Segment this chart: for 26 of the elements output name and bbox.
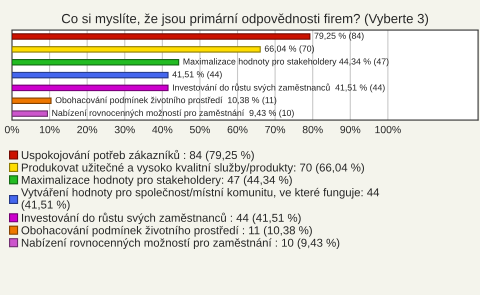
- data-label: Obohacování podmínek životního prostředí 10,38 % (11): [56, 96, 276, 105]
- data-label: 41,51 % (44): [172, 71, 222, 80]
- x-tick-label: 90%: [340, 126, 360, 134]
- legend-label: Obohacování podmínek životního prostředí : 11 (10,38 %): [21, 226, 312, 237]
- x-tick-label: 30%: [114, 126, 135, 134]
- x-tick-label: 100%: [375, 126, 401, 134]
- data-label: Investování do růstu svých zaměstnanců 41,51 % (44): [173, 83, 385, 92]
- legend-label: Maximalizace hodnoty pro stakeholdery: 47 (44,34 %): [22, 176, 292, 186]
- x-tick-label: 80%: [302, 126, 323, 134]
- legend-label: Produkovat užitečné a vysoko kvalitní služby/produkty: 70 (66,04 %): [22, 163, 364, 174]
- data-label: Maximalizace hodnoty pro stakeholdery 44,34 % (47): [184, 58, 389, 66]
- data-label: 79,25 % (84): [314, 32, 364, 41]
- legend-label: Investování do růstu svých zaměstnanců : 44 (41,51 %): [22, 212, 301, 224]
- x-tick-label: 50%: [190, 126, 210, 134]
- legend-label: Nabízení rovnocenných možností pro zaměstnání : 10 (9,43 %): [22, 238, 340, 250]
- chart-title: Co si myslíte, že jsou primární odpovědnosti firem? (Vyberte 3): [62, 13, 428, 26]
- legend-label: Uspokojování potřeb zákazníků : 84 (79,25 %): [22, 150, 254, 162]
- x-tick-label: 10%: [40, 126, 60, 134]
- legend-label: Vytváření hodnoty pro společnost/místní komunitu, ve které funguje: 44 (41,51 %): [21, 188, 380, 211]
- x-tick-label: 20%: [77, 126, 98, 134]
- x-tick-label: 40%: [152, 126, 172, 134]
- x-tick-label: 0%: [4, 126, 20, 134]
- x-tick-label: 60%: [228, 126, 248, 134]
- data-label: 66,04 % (70): [264, 45, 314, 54]
- x-tick-label: 70%: [265, 126, 286, 134]
- data-label: Nabízení rovnocenných možností pro zaměstnání 9,43 % (10): [52, 110, 294, 118]
